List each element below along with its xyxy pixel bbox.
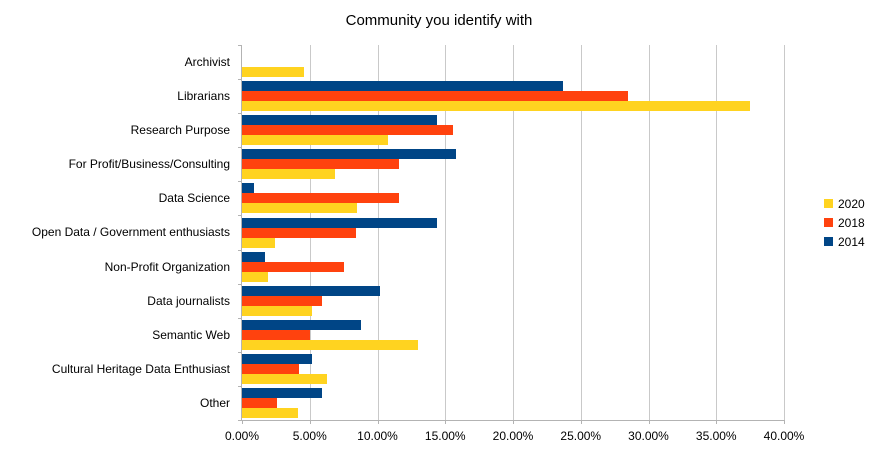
category-label: Data Science [158, 191, 230, 206]
gridline [377, 45, 379, 420]
x-axis-tick-label: 5.00% [292, 429, 327, 443]
y-axis-tick [238, 385, 242, 387]
x-axis-tick-label: 35.00% [695, 429, 737, 443]
bar-2018 [242, 295, 322, 306]
bar-2014 [242, 217, 438, 228]
category-label: For Profit/Business/Consulting [68, 157, 230, 172]
bar-2014 [242, 81, 564, 92]
bar-2020 [242, 271, 268, 282]
bar-2018 [242, 159, 400, 170]
bar-2018 [242, 261, 344, 272]
y-axis-tick [238, 79, 242, 81]
plot-area: 0.00% 5.00% 10.00% 15.00% 20.00% 25.00% 30.00%… [225, 45, 804, 443]
legend: 2020 2018 2014 [824, 194, 865, 251]
bar-2020 [242, 67, 305, 78]
category-label: Librarians [177, 89, 230, 104]
bar-2020 [242, 407, 298, 418]
legend-label: 2014 [838, 234, 865, 249]
bar-2020 [242, 237, 275, 248]
category-label: Open Data / Government enthusiasts [31, 225, 230, 240]
x-axis-tick [445, 420, 447, 424]
x-axis-tick [784, 420, 785, 424]
category-label: Archivist [184, 55, 230, 70]
bar-2014 [242, 115, 438, 126]
bar-2018 [242, 125, 454, 136]
legend-swatch [824, 199, 833, 208]
legend-swatch [824, 218, 833, 227]
y-axis-tick [238, 181, 242, 183]
bar-2020 [242, 203, 358, 214]
legend-item: 2018 [824, 213, 865, 232]
legend-item: 2020 [824, 194, 865, 213]
bar-2020 [242, 305, 313, 316]
y-axis-tick [238, 147, 242, 149]
y-axis-tick [238, 249, 242, 251]
x-axis-tick [309, 420, 311, 424]
bar-2014 [242, 251, 266, 262]
bar-2014 [242, 353, 313, 364]
x-axis-tick [716, 420, 718, 424]
bar-2014 [242, 387, 322, 398]
x-axis-tick-label: 10.00% [357, 429, 398, 443]
legend-label: 2020 [838, 196, 865, 211]
x-axis-tick-label: 0.00% [224, 429, 260, 443]
bar-2018 [242, 91, 629, 102]
bar-2014 [242, 183, 255, 194]
x-axis-tick [580, 420, 582, 424]
y-axis-tick [238, 215, 242, 217]
bar-2018 [242, 227, 356, 238]
category-label: Other [199, 395, 230, 410]
category-label: Data journalists [147, 293, 230, 308]
x-axis-tick [377, 420, 379, 424]
y-axis-tick [238, 351, 242, 353]
bar-2020 [242, 373, 328, 384]
x-axis-tick [513, 420, 514, 424]
gridline [580, 45, 582, 420]
gridline [648, 45, 650, 420]
gridline [445, 45, 447, 420]
gridline [513, 45, 514, 420]
bar-2018 [242, 397, 278, 408]
bar-2020 [242, 101, 751, 112]
y-axis-category-labels: Archivist Librarians Research Purpose For P… [0, 45, 235, 420]
y-axis-tick [238, 113, 242, 115]
category-label: Semantic Web [152, 327, 230, 342]
category-label: Cultural Heritage Data Enthusiast [51, 361, 230, 376]
bar-2020 [242, 135, 389, 146]
bar-2014 [242, 285, 381, 296]
category-label: Non-Profit Organization [104, 259, 230, 274]
gridline [716, 45, 718, 420]
y-axis-tick [238, 283, 242, 285]
bar-2020 [242, 339, 419, 350]
gridline [784, 45, 785, 420]
y-axis-tick [238, 45, 242, 46]
x-axis-tick-label: 25.00% [560, 429, 602, 443]
x-axis-tick-label: 40.00% [763, 429, 805, 443]
bar-2018 [242, 329, 310, 340]
legend-item: 2014 [824, 232, 865, 251]
bar-2018 [242, 193, 400, 204]
bar-2014 [242, 319, 362, 330]
category-label: Research Purpose [130, 123, 230, 138]
y-axis-tick [238, 420, 242, 421]
chart-title: Community you identify with [345, 12, 533, 29]
x-axis-tick [242, 420, 243, 424]
bar-2020 [242, 169, 336, 180]
bar-2018 [242, 363, 299, 374]
y-axis-tick [238, 317, 242, 319]
legend-label: 2018 [838, 215, 865, 230]
x-axis-tick-label: 20.00% [492, 429, 534, 443]
x-axis-tick [648, 420, 650, 424]
bar-2014 [242, 149, 457, 160]
x-axis-tick-label: 30.00% [628, 429, 669, 443]
x-axis-tick-label: 15.00% [424, 429, 466, 443]
legend-swatch [824, 237, 833, 246]
